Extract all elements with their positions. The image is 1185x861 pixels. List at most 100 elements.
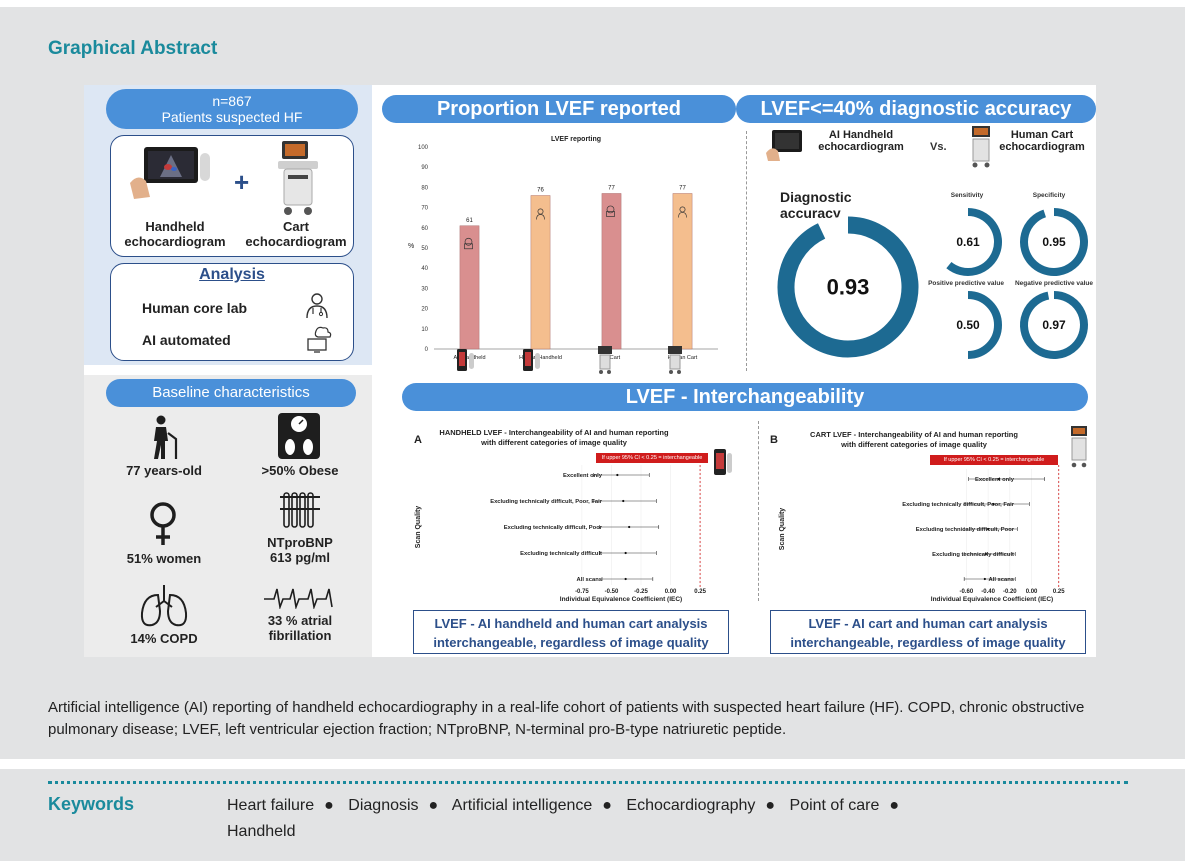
elderly-person-icon <box>154 415 178 459</box>
point-estimate <box>616 473 619 477</box>
panel-b-conclusion-1: LVEF - AI cart and human cart analysis <box>808 616 1048 631</box>
keyword-item: Heart failure <box>227 797 315 814</box>
interchange-divider <box>758 421 759 601</box>
keyword-item: Point of care <box>789 797 880 814</box>
keyword-item: Artificial intelligence <box>451 797 593 814</box>
x-tick-label: -0.20 <box>1003 589 1017 595</box>
metric-label-npv: Negative predictive value <box>1014 280 1094 287</box>
doctor-icon <box>306 293 328 319</box>
bullet-separator: ● <box>324 797 334 814</box>
specificity-donut-arc <box>1020 208 1088 276</box>
panel-a-title: HANDHELD LVEF - Interchangeability of AI… <box>414 428 694 448</box>
device-b-label: Human Cart echocardiogram <box>992 129 1092 153</box>
cart-label: Cart echocardiogram <box>244 219 348 249</box>
x-tick-label: -0.50 <box>605 589 619 595</box>
ai-cloud-icon <box>606 205 615 214</box>
graphical-abstract-heading: Graphical Abstract <box>48 38 218 59</box>
sensitivity-donut-value: 0.61 <box>956 235 980 249</box>
panel-b-threshold-note: If upper 95% CI < 0.25 = interchangeable <box>930 455 1058 465</box>
x-tick-label: 0.25 <box>694 589 706 595</box>
computer-cloud-icon <box>307 326 332 353</box>
row-label: Excluding technically difficult, Poor <box>504 525 603 531</box>
x-tick-label: Human Handheld <box>519 355 562 361</box>
point-estimate <box>983 577 986 581</box>
bar-value-label: 77 <box>679 185 686 191</box>
row-label: All scans <box>577 577 602 583</box>
row-label: Excluding technically difficult, Poor, F… <box>902 502 1015 508</box>
bullet-separator: ● <box>765 797 776 814</box>
point-estimate <box>624 577 627 581</box>
keyword-item: Handheld <box>227 823 296 840</box>
device-a-label-1: AI Handheld <box>828 129 894 141</box>
y-tick-label: 20 <box>421 307 428 313</box>
bar-value-label: 77 <box>608 185 615 191</box>
panel-a-handheld-icon <box>714 449 732 475</box>
point-estimate <box>628 525 631 529</box>
doctor-body-icon <box>536 214 545 220</box>
x-tick-label: -0.40 <box>981 589 995 595</box>
panel-a-conclusion-1: LVEF - AI handheld and human cart analys… <box>434 616 708 631</box>
npv-donut-arc <box>1020 291 1088 359</box>
analysis-item-ai: AI automated <box>142 332 231 348</box>
human-cart-thumb-icon <box>668 346 682 374</box>
x-tick-label: 0.00 <box>665 589 677 595</box>
scale-icon <box>278 413 320 459</box>
plus-sign: + <box>234 167 250 197</box>
keyword-item: Diagnosis <box>348 797 419 814</box>
diagnostic-accuracy-donut-value: 0.93 <box>827 275 870 300</box>
forest-x-label: Individual Equivalence Coefficient (IEC) <box>560 596 682 603</box>
cohort-n: n=867 <box>212 93 252 109</box>
x-tick-label: AI-Cart <box>603 355 621 361</box>
cart-label-2: echocardiogram <box>245 234 347 249</box>
human-handheld-thumb-icon <box>523 349 540 371</box>
row-label: Excellent only <box>975 477 1015 483</box>
y-tick-label: 60 <box>421 226 428 232</box>
y-tick-label: 100 <box>418 145 429 151</box>
point-estimate <box>997 477 1001 481</box>
panel-b-title: CART LVEF - Interchangeability of AI and… <box>780 430 1048 450</box>
forest-y-label: Scan Quality <box>415 506 422 549</box>
accuracy-donuts: 0.93 0.61 0.95 0.50 0.97 <box>777 208 1088 359</box>
handheld-label: Handheld echocardiogram <box>120 219 230 249</box>
figure-caption: Artificial intelligence (AI) reporting o… <box>48 699 1085 738</box>
panel-b-forest-plot: Scan Quality Excellent only Excluding tech… <box>779 465 1065 603</box>
baseline-af: 33 % atrial fibrillation <box>240 613 360 643</box>
ai-handheld-device-icon <box>766 130 802 161</box>
specificity-donut-value: 0.95 <box>1042 235 1066 249</box>
panel-b-title-1: CART LVEF - Interchangeability of AI and… <box>810 430 1018 439</box>
point-estimate <box>992 502 995 506</box>
panel-b-title-2: with different categories of image quali… <box>841 440 987 449</box>
row-label: Excluding technically difficult, Poor, F… <box>490 499 603 505</box>
vs-label: Vs. <box>930 141 947 153</box>
x-tick-label: -0.75 <box>575 589 589 595</box>
row-label: Excluding technically difficult, Poor <box>916 527 1015 533</box>
y-tick-label: 50 <box>421 246 428 252</box>
panel-b-conclusion: LVEF - AI cart and human cart analysis i… <box>770 610 1086 654</box>
ppv-donut-arc <box>967 291 1002 359</box>
bullet-separator: ● <box>889 797 900 814</box>
lungs-icon <box>140 585 188 627</box>
bar-chart-y-label: % <box>408 243 414 250</box>
cart-label-1: Cart <box>282 219 309 234</box>
baseline-ntprobnp-2: 613 pg/ml <box>270 550 330 565</box>
metric-label-ppv: Positive predictive value <box>928 280 1004 287</box>
bar-chart-title: LVEF reporting <box>551 136 601 143</box>
panel-b-conclusion-2: interchangeable, regardless of image qua… <box>790 635 1066 650</box>
vertical-divider <box>746 131 747 371</box>
row-label: All scans <box>989 577 1014 583</box>
y-tick-label: 80 <box>421 185 428 191</box>
dotted-divider <box>48 781 1128 784</box>
y-tick-label: 40 <box>421 266 428 272</box>
y-tick-label: 0 <box>425 347 429 353</box>
forest-y-label: Scan Quality <box>779 508 786 551</box>
metric-label-sensitivity: Sensitivity <box>950 192 984 199</box>
bullet-separator: ● <box>602 797 612 814</box>
baseline-age: 77 years-old <box>126 463 202 478</box>
baseline-ntprobnp-1: NTproBNP <box>267 535 333 550</box>
keyword-item: Echocardiography <box>626 797 756 814</box>
baseline-pill: Baseline characteristics <box>106 379 356 407</box>
ppv-donut-value: 0.50 <box>956 318 980 332</box>
metric-label-specificity: Specificity <box>1032 192 1066 199</box>
device-a-label: AI Handheld echocardiogram <box>806 129 916 153</box>
keywords-heading: Keywords <box>48 794 135 814</box>
